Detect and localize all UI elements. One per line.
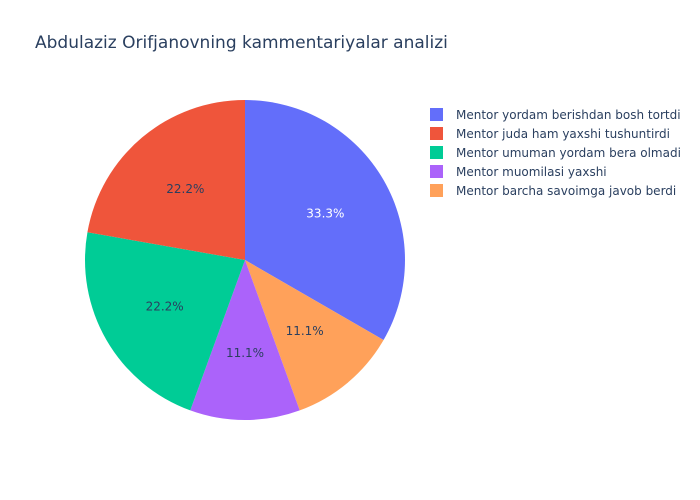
- legend-item-3[interactable]: Mentor muomilasi yaxshi: [430, 162, 681, 181]
- legend-item-1[interactable]: Mentor juda ham yaxshi tushuntirdi: [430, 124, 681, 143]
- pie-slice-0[interactable]: [245, 100, 405, 340]
- slice-percent-label-1: 11.1%: [286, 324, 324, 338]
- legend-label-4: Mentor barcha savoimga javob berdi: [456, 183, 677, 198]
- pie-slice-4[interactable]: [87, 100, 246, 260]
- legend-item-2[interactable]: Mentor umuman yordam bera olmadi: [430, 143, 681, 162]
- legend-swatch-3: [430, 165, 443, 178]
- legend-swatch-1: [430, 127, 443, 140]
- slice-percent-label-4: 22.2%: [166, 182, 204, 196]
- slice-percent-label-2: 11.1%: [226, 346, 264, 360]
- legend-label-3: Mentor muomilasi yaxshi: [456, 164, 607, 179]
- legend-item-0[interactable]: Mentor yordam berishdan bosh tortdi: [430, 105, 681, 124]
- slice-percent-label-0: 33.3%: [306, 207, 344, 221]
- legend-swatch-0: [430, 108, 443, 121]
- slice-percent-label-3: 22.2%: [146, 299, 184, 313]
- legend: Mentor yordam berishdan bosh tortdi Mento…: [430, 105, 681, 200]
- pie-slice-3[interactable]: [85, 232, 245, 411]
- legend-label-0: Mentor yordam berishdan bosh tortdi: [456, 107, 681, 122]
- pie-slice-1[interactable]: [245, 260, 384, 411]
- legend-swatch-2: [430, 146, 443, 159]
- legend-swatch-4: [430, 184, 443, 197]
- pie-slice-2[interactable]: [190, 260, 300, 420]
- chart-title: Abdulaziz Orifjanovning kammentariyalar …: [35, 33, 448, 53]
- legend-label-2: Mentor umuman yordam bera olmadi: [456, 145, 681, 160]
- legend-label-1: Mentor juda ham yaxshi tushuntirdi: [456, 126, 670, 141]
- legend-item-4[interactable]: Mentor barcha savoimga javob berdi: [430, 181, 681, 200]
